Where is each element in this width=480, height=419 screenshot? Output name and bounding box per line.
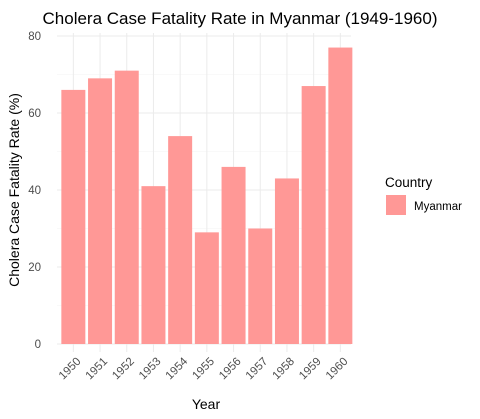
- bar-1960: [328, 47, 353, 345]
- chart-title: Cholera Case Fatality Rate in Myanmar (1…: [43, 9, 438, 28]
- y-axis-title: Cholera Case Fatality Rate (%): [6, 93, 22, 287]
- bar-1955: [194, 232, 219, 344]
- bar-1958: [274, 178, 299, 344]
- legend-key-myanmar: [386, 195, 406, 215]
- y-tick-label: 40: [28, 185, 41, 197]
- x-tick-label: 1950: [57, 356, 84, 383]
- legend-title: Country: [385, 175, 433, 190]
- bar-1952: [114, 70, 139, 345]
- x-tick-label: 1959: [297, 356, 324, 383]
- x-tick-label: 1957: [244, 356, 271, 383]
- x-tick-label: 1954: [164, 355, 191, 382]
- bars: [61, 47, 353, 345]
- x-tick-label: 1960: [324, 356, 351, 383]
- x-tick-label: 1955: [190, 356, 217, 383]
- x-tick-labels: 1950 1951 1952 1953 1954 1955 1956 1957 1958 1959…: [57, 355, 351, 382]
- bar-1951: [88, 78, 113, 344]
- y-tick-label: 20: [28, 262, 41, 274]
- bar-1953: [141, 186, 166, 344]
- y-tick-label: 60: [28, 108, 41, 120]
- y-tick-label: 0: [35, 339, 41, 351]
- legend: Country Myanmar: [385, 175, 462, 215]
- bar-1954: [168, 136, 193, 344]
- x-tick-label: 1951: [84, 356, 111, 383]
- y-tick-label: 80: [28, 31, 41, 43]
- x-axis-title: Year: [192, 396, 221, 412]
- x-tick-label: 1952: [110, 356, 137, 383]
- bar-1959: [301, 86, 326, 345]
- bar-1950: [61, 89, 86, 345]
- x-tick-label: 1953: [137, 356, 164, 383]
- bar-1956: [221, 166, 246, 344]
- x-tick-label: 1956: [217, 356, 244, 383]
- legend-label-myanmar: Myanmar: [414, 201, 462, 213]
- bar-1957: [248, 228, 273, 344]
- x-tick-label: 1958: [270, 356, 297, 383]
- y-tick-labels: 0 20 40 60 80: [28, 31, 41, 351]
